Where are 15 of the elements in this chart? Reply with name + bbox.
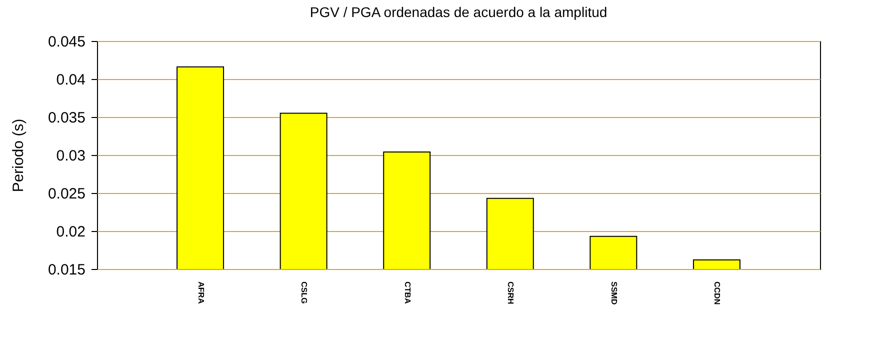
y-axis-title: Periodo (s) (10, 118, 27, 192)
x-tick-label: SSMD (609, 282, 618, 305)
x-tick-label: CSRH (506, 282, 516, 304)
x-tick-label: CTBA (402, 282, 412, 304)
x-tick-label: CCDN (712, 282, 722, 305)
y-tick-label: 0.035 (48, 110, 86, 126)
y-tick-label: 0.02 (56, 224, 86, 240)
y-tick-label: 0.025 (48, 186, 86, 202)
chart-title: PGV / PGA ordenadas de acuerdo a la amplitud (310, 4, 608, 20)
y-tick-label: 0.03 (56, 148, 86, 164)
y-tick-label: 0.04 (56, 72, 86, 88)
x-tick-label: AFRA (196, 282, 206, 304)
y-tick-label: 0.015 (48, 262, 86, 278)
x-tick-label: CSLG (300, 282, 309, 304)
y-tick-label: 0.045 (48, 34, 86, 50)
